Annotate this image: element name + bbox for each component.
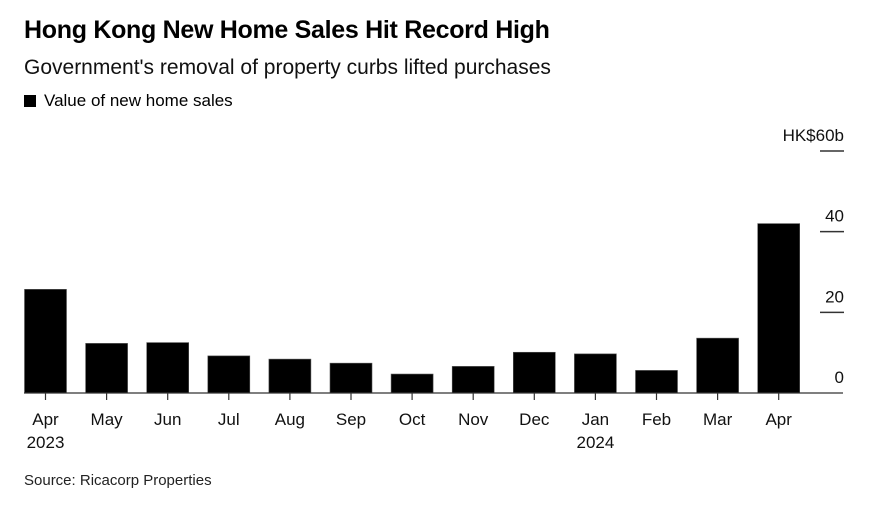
bar-chart: 0 20 40 HK$60b Apr 2023 May Jun Jul Aug Sep Oct Nov D… bbox=[24, 126, 844, 452]
chart-subtitle: Government's removal of property curbs l… bbox=[24, 56, 551, 79]
bar bbox=[329, 362, 373, 394]
x-tick-label: May bbox=[91, 410, 124, 429]
y-tick-label: 20 bbox=[825, 287, 844, 306]
legend-label: Value of new home sales bbox=[44, 91, 233, 110]
x-tick-label: Oct bbox=[399, 410, 426, 429]
x-tick-label: Mar bbox=[703, 410, 733, 429]
x-tick-label: Sep bbox=[336, 410, 366, 429]
bar bbox=[574, 353, 617, 394]
legend: Value of new home sales bbox=[24, 91, 233, 111]
y-tick-label: 0 bbox=[835, 368, 844, 387]
bar bbox=[451, 366, 495, 394]
bar bbox=[146, 342, 189, 394]
legend-swatch bbox=[24, 95, 36, 107]
source-note: Source: Ricacorp Properties bbox=[24, 472, 212, 489]
y-tick-label: 40 bbox=[825, 207, 844, 226]
x-tick-label: Jan bbox=[582, 410, 609, 429]
y-tick-label: HK$60b bbox=[783, 126, 844, 145]
x-tick-label: Apr bbox=[765, 410, 792, 429]
bar bbox=[512, 351, 556, 394]
x-tick-label: Aug bbox=[275, 410, 305, 429]
x-tick-year-label: 2024 bbox=[576, 433, 614, 452]
x-tick-label: Dec bbox=[519, 410, 550, 429]
x-tick-label: Nov bbox=[458, 410, 489, 429]
bar bbox=[696, 337, 739, 394]
x-tick-label: Jun bbox=[154, 410, 181, 429]
bar bbox=[24, 289, 67, 394]
bar bbox=[85, 343, 128, 394]
bar bbox=[268, 358, 312, 394]
x-tick-label: Feb bbox=[642, 410, 671, 429]
bar bbox=[635, 370, 678, 394]
bar bbox=[757, 223, 801, 394]
chart-title: Hong Kong New Home Sales Hit Record High bbox=[24, 16, 550, 44]
bar bbox=[207, 355, 251, 394]
x-tick-label: Apr bbox=[32, 410, 59, 429]
x-tick-label: Jul bbox=[218, 410, 240, 429]
x-tick-year-label: 2023 bbox=[27, 433, 65, 452]
bar bbox=[390, 373, 434, 394]
